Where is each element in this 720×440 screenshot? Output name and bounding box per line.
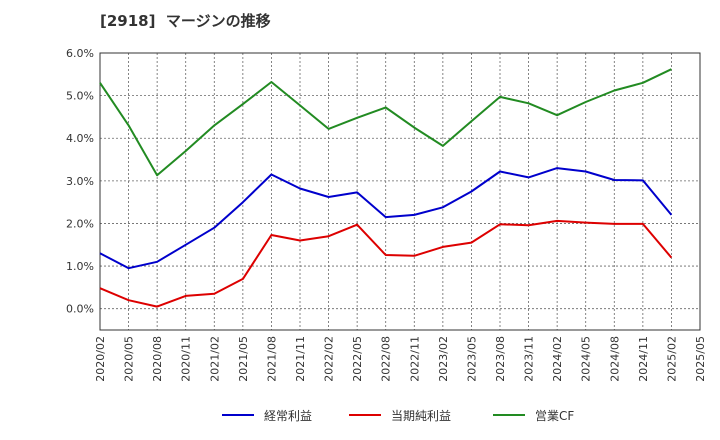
x-tick-label: 2020/11 (180, 336, 193, 382)
y-tick-label: 4.0% (66, 132, 94, 145)
legend-label-2: 営業CF (535, 409, 574, 423)
x-tick-label: 2021/11 (294, 336, 307, 382)
x-tick-label: 2025/02 (665, 336, 678, 382)
x-tick-label: 2022/11 (408, 336, 421, 382)
x-tick-label: 2021/05 (237, 336, 250, 382)
y-tick-label: 0.0% (66, 303, 94, 316)
series-line-2 (99, 68, 672, 177)
x-tick-label: 2023/11 (523, 336, 536, 382)
x-tick-label: 2023/02 (437, 336, 450, 382)
x-tick-label: 2021/08 (265, 336, 278, 382)
x-tick-label: 2021/02 (208, 336, 221, 382)
y-tick-label: 1.0% (66, 260, 94, 273)
grid-lines (100, 53, 700, 330)
legend-label-0: 経常利益 (264, 409, 312, 423)
x-tick-label: 2024/08 (608, 336, 621, 382)
y-tick-label: 5.0% (66, 90, 94, 103)
y-tick-label: 2.0% (66, 217, 94, 230)
axes (99, 52, 701, 331)
chart-title: [2918] マージンの推移 (100, 12, 271, 30)
x-tick-label: 2023/08 (494, 336, 507, 382)
x-tick-label: 2022/08 (380, 336, 393, 382)
plot-frame (99, 52, 701, 331)
y-tick-label: 6.0% (66, 47, 94, 60)
x-tick-label: 2022/05 (351, 336, 364, 382)
series-lines (99, 68, 673, 308)
x-tick-label: 2024/05 (580, 336, 593, 382)
x-tick-label: 2020/02 (94, 336, 107, 382)
x-tick-label: 2025/05 (694, 336, 707, 382)
series-line-0 (99, 167, 673, 270)
x-tick-label: 2024/02 (551, 336, 564, 382)
legend-label-1: 当期純利益 (391, 409, 451, 423)
tick-labels: 0.0% 1.0% 2.0% 3.0% 4.0% 5.0% 6.0% 2020/02 2020/… (66, 47, 707, 382)
x-tick-label: 2022/02 (323, 336, 336, 382)
x-tick-label: 2020/08 (151, 336, 164, 382)
x-tick-label: 2023/05 (465, 336, 478, 382)
x-tick-label: 2020/05 (123, 336, 136, 382)
series-line-1 (99, 219, 673, 308)
legend: 経常利益 当期純利益 営業CF (222, 409, 574, 423)
x-tick-label: 2024/11 (637, 336, 650, 382)
y-tick-label: 3.0% (66, 175, 94, 188)
